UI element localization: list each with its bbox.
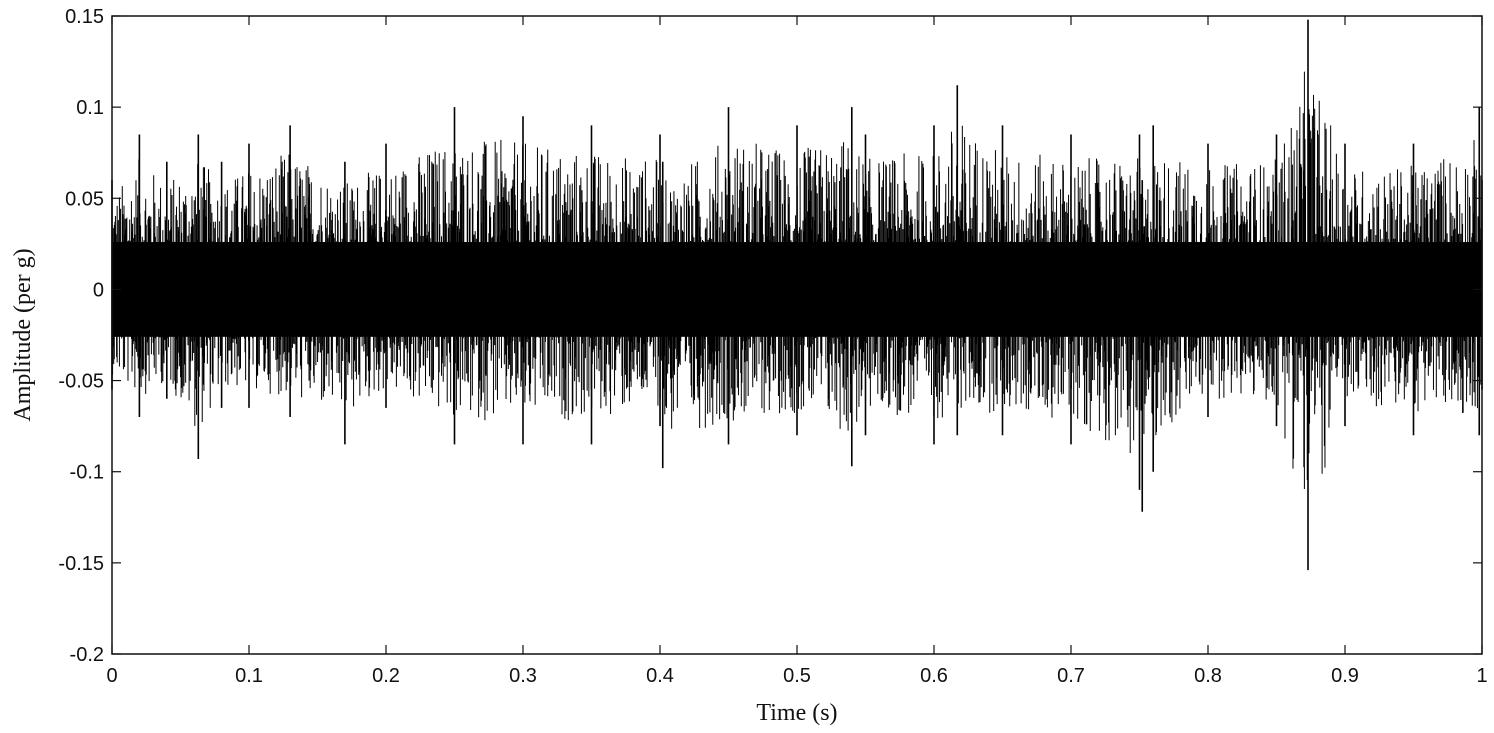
x-tick-label: 1	[1476, 665, 1487, 687]
y-tick-label: 0.05	[65, 188, 104, 210]
x-tick-label: 0.2	[372, 665, 400, 687]
y-axis-title: Amplitude (per g)	[10, 248, 36, 421]
y-tick-label: 0.1	[76, 97, 104, 119]
x-tick-label: 0.6	[920, 665, 948, 687]
y-tick-label: -0.05	[58, 371, 104, 393]
x-tick-label: 0.8	[1194, 665, 1222, 687]
y-tick-label: 0	[93, 279, 104, 301]
y-tick-label: -0.15	[58, 553, 104, 575]
x-axis: 0 0.1 0.2 0.3 0.4 0.5 0.6 0.7 0.8 0.9 1	[106, 16, 1488, 687]
y-axis: 0.15 0.1 0.05 0 -0.05 -0.1 -0.15 -0.2	[58, 6, 1482, 666]
x-axis-title: Time (s)	[756, 700, 837, 726]
x-tick-label: 0.3	[509, 665, 537, 687]
y-tick-label: -0.1	[70, 462, 104, 484]
x-tick-label: 0.1	[235, 665, 263, 687]
x-tick-label: 0.4	[646, 665, 674, 687]
x-tick-label: 0	[106, 665, 117, 687]
x-tick-label: 0.9	[1331, 665, 1359, 687]
x-tick-label: 0.5	[783, 665, 811, 687]
signal-layer	[111, 19, 1483, 571]
y-tick-label: 0.15	[65, 6, 104, 28]
y-tick-label: -0.2	[70, 644, 104, 666]
x-tick-label: 0.7	[1057, 665, 1085, 687]
